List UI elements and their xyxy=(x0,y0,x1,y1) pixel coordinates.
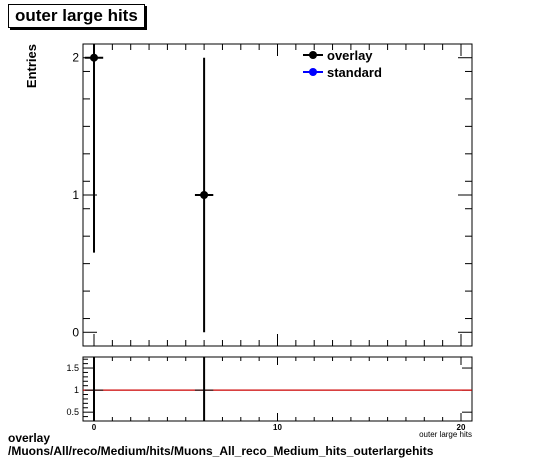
ratio-y-tick-label: 1.5 xyxy=(66,363,79,373)
ratio-x-tick-label: 0 xyxy=(92,423,97,432)
x-axis-label: outer large hits xyxy=(419,430,472,439)
ratio-x-tick-label: 20 xyxy=(457,423,466,432)
legend-marker xyxy=(309,51,317,59)
data-marker xyxy=(200,191,209,199)
y-tick-label: 0 xyxy=(72,325,79,339)
y-tick-label: 1 xyxy=(72,188,79,202)
main-plot-frame xyxy=(82,43,473,347)
legend-label-standard: standard xyxy=(327,65,382,80)
ratio-point-1 xyxy=(194,357,214,421)
footer-line-1: overlay xyxy=(8,431,51,445)
ratio-plot-frame xyxy=(82,356,473,422)
data-marker xyxy=(90,53,99,62)
data-point-overlay-1 xyxy=(194,57,214,333)
footer-line-2: /Muons/All/reco/Medium/hits/Muons_All_re… xyxy=(8,444,434,458)
data-point-overlay-0 xyxy=(84,44,104,253)
y-tick-label: 2 xyxy=(72,51,79,65)
legend: overlay standard xyxy=(303,48,382,80)
footer-caption: overlay /Muons/All/reco/Medium/hits/Muon… xyxy=(8,432,433,458)
ratio-point-0 xyxy=(84,357,104,421)
ratio-y-tick-label: 0.5 xyxy=(66,407,79,417)
legend-label-overlay: overlay xyxy=(327,48,373,63)
ratio-y-tick-label: 1 xyxy=(74,385,79,395)
main-plot-pad: 0 1 2 Entries overlay standard xyxy=(24,43,473,347)
ratio-x-tick-label: 10 xyxy=(273,423,282,432)
y-axis-label: Entries xyxy=(24,44,39,88)
legend-marker xyxy=(309,68,317,76)
chart-title: outer large hits xyxy=(8,4,145,28)
